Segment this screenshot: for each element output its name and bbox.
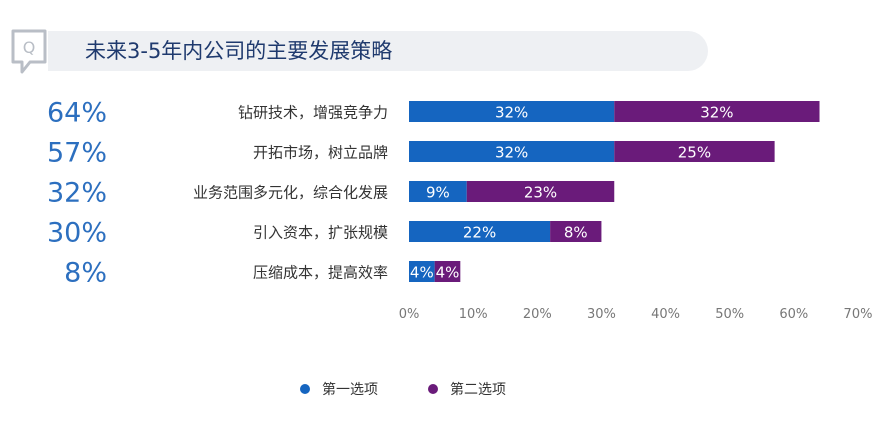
legend-swatch-series2 [428, 384, 438, 394]
bar-segment-series2 [466, 181, 615, 202]
total-percent-label: 64% [47, 98, 107, 129]
bar-value-label: 23% [524, 184, 557, 202]
x-tick-label: 10% [459, 307, 488, 322]
total-percent-label: 57% [47, 138, 107, 169]
bar-value-label: 4% [410, 264, 434, 282]
x-tick-label: 70% [844, 307, 873, 322]
category-label: 钻研技术，增强竞争力 [238, 104, 388, 122]
bar-segment-series1 [409, 181, 467, 202]
category-label: 开拓市场，树立品牌 [253, 144, 388, 162]
x-tick-label: 60% [779, 307, 808, 322]
bar-segment-series1 [409, 261, 435, 282]
category-label: 压缩成本，提高效率 [253, 264, 388, 282]
bar-segment-series2 [550, 221, 602, 242]
x-tick-label: 20% [523, 307, 552, 322]
bar-value-label: 25% [678, 144, 711, 162]
legend-item-series2: 第二选项 [428, 376, 506, 402]
bar-value-label: 8% [564, 224, 588, 242]
x-tick-label: 30% [587, 307, 616, 322]
svg-text:Q: Q [23, 38, 36, 57]
x-tick-label: 50% [715, 307, 744, 322]
bar-value-label: 32% [495, 144, 528, 162]
x-tick-label: 0% [399, 307, 420, 322]
legend-label-series2: 第二选项 [450, 382, 506, 398]
chart-legend: 第一选项 第二选项 [0, 376, 896, 402]
legend-label-series1: 第一选项 [322, 382, 378, 398]
total-percent-label: 8% [64, 258, 107, 289]
total-percent-label: 30% [47, 218, 107, 249]
category-label: 引入资本，扩张规模 [253, 224, 388, 242]
bar-value-label: 4% [436, 264, 460, 282]
chart-title: 未来3-5年内公司的主要发展策略 [85, 39, 393, 63]
bar-value-label: 32% [700, 104, 733, 122]
bar-segment-series2 [614, 101, 820, 122]
x-tick-label: 40% [651, 307, 680, 322]
bar-segment-series1 [409, 141, 615, 162]
legend-item-series1: 第一选项 [300, 376, 378, 402]
bar-value-label: 22% [463, 224, 496, 242]
bar-value-label: 9% [426, 184, 450, 202]
bar-segment-series2 [434, 261, 461, 282]
question-bubble-icon: Q [11, 29, 47, 74]
category-label: 业务范围多元化，综合化发展 [193, 184, 388, 202]
bar-segment-series1 [409, 101, 615, 122]
bar-segment-series2 [614, 141, 775, 162]
title-bar [48, 31, 708, 71]
total-percent-label: 32% [47, 178, 107, 209]
bar-value-label: 32% [495, 104, 528, 122]
bar-segment-series1 [409, 221, 551, 242]
legend-swatch-series1 [300, 384, 310, 394]
